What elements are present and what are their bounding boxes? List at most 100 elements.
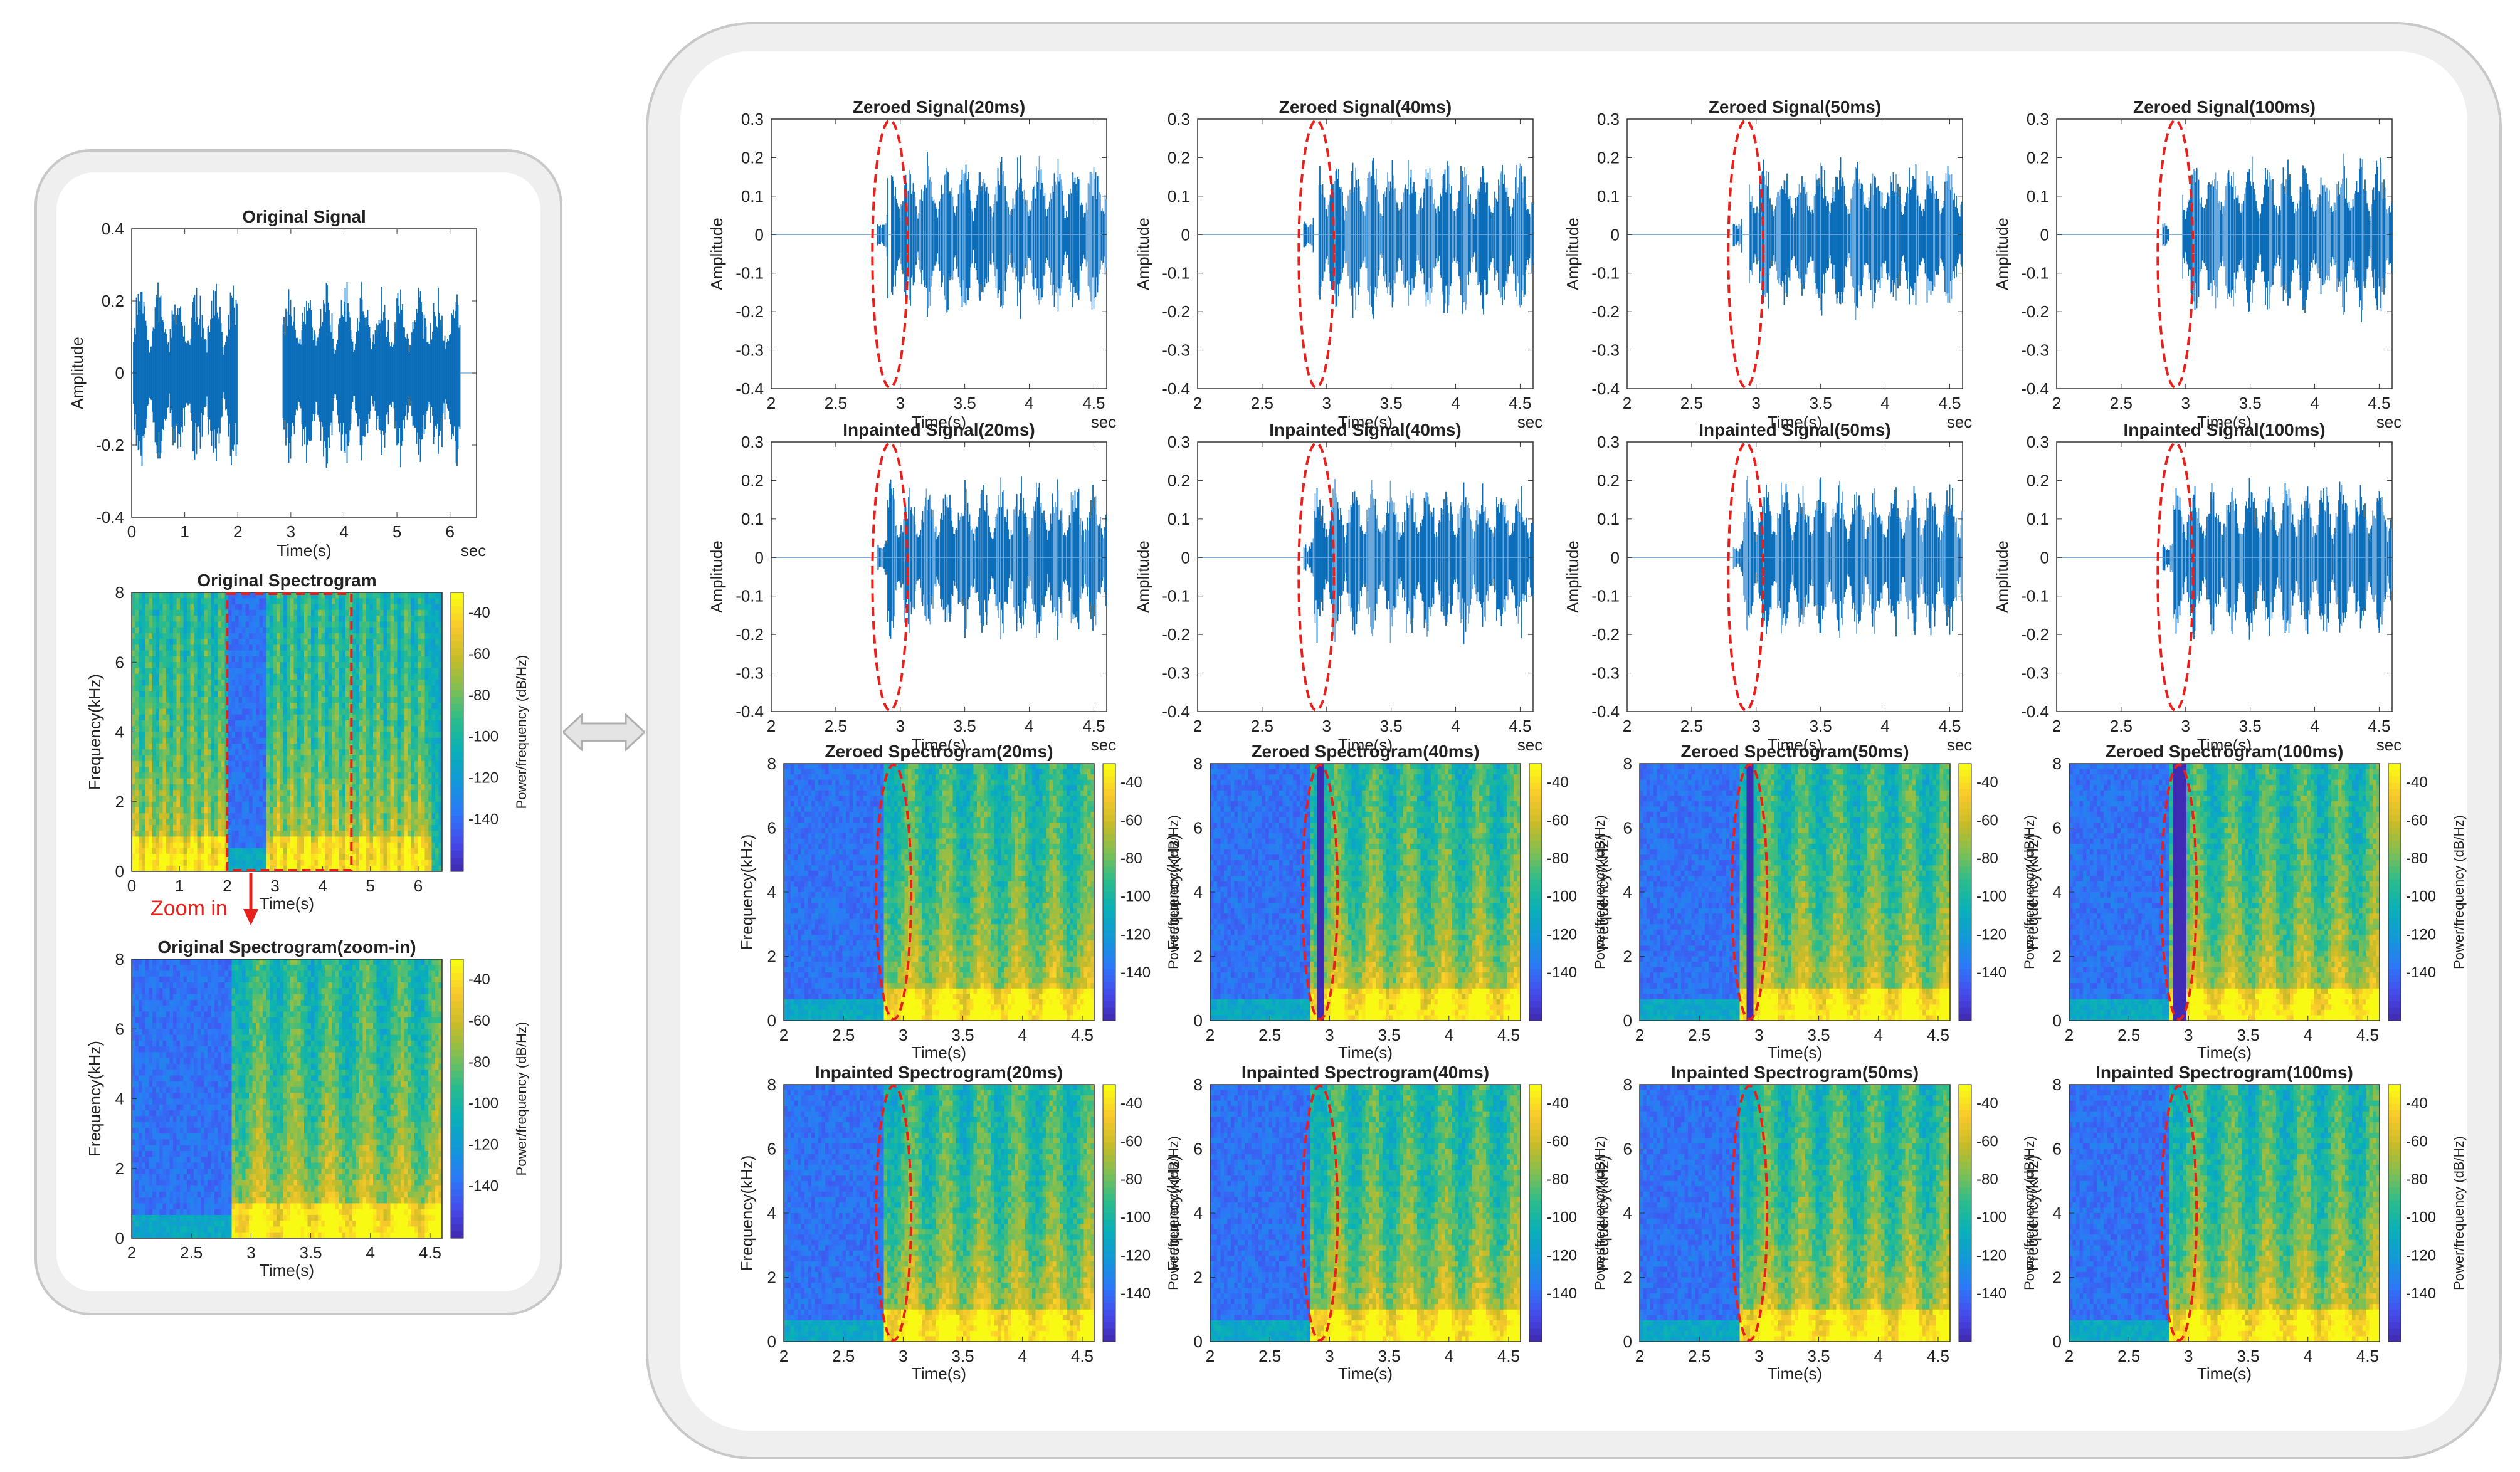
spectrogram-cell: [332, 668, 336, 675]
spectrogram-cell: [394, 865, 398, 872]
spectrogram-cell: [235, 836, 240, 843]
spectrogram-cell: [290, 854, 295, 861]
spectrogram-cell: [238, 621, 243, 628]
spectrogram-cell: [290, 860, 295, 866]
spectrogram-cell: [401, 697, 405, 703]
spectrogram-cell: [194, 842, 198, 849]
spectrogram-cell: [332, 854, 336, 861]
spectrogram-cell: [345, 842, 350, 849]
spectrogram-cell: [366, 755, 371, 762]
spectrogram-cell: [314, 621, 319, 628]
spectrogram-cell: [273, 819, 277, 826]
spectrogram-cell: [362, 755, 367, 762]
spectrogram-cell: [431, 778, 436, 785]
spectrogram-cell: [394, 807, 398, 814]
spectrogram-cell: [252, 697, 256, 703]
spectrogram-cell: [359, 801, 364, 808]
spectrogram-cell: [173, 621, 177, 628]
spectrogram-cell: [376, 784, 381, 791]
spectrogram-cell: [169, 680, 174, 686]
spectrogram-cell: [166, 778, 171, 785]
spectrogram-cell: [356, 790, 360, 797]
spectrogram-cell: [259, 691, 263, 698]
spectrogram-cell: [283, 656, 288, 663]
spectrogram-cell: [332, 796, 336, 802]
spectrogram-cell: [328, 691, 332, 698]
spectrogram-cell: [373, 796, 377, 802]
spectrogram-cell: [256, 639, 260, 646]
spectrogram-cell: [142, 749, 146, 756]
spectrogram-cell: [404, 767, 408, 773]
spectrogram-cell: [162, 627, 167, 634]
spectrogram-cell: [438, 697, 443, 703]
spectrogram-cell: [197, 656, 201, 663]
spectrogram-cell: [132, 708, 136, 715]
spectrogram-cell: [297, 680, 302, 686]
spectrogram-cell: [424, 644, 429, 651]
spectrogram-cell: [159, 790, 164, 797]
spectrogram-cell: [132, 1122, 136, 1128]
spectrogram-cell: [359, 685, 364, 692]
spectrogram-cell: [139, 1133, 143, 1140]
y-tick-label: -0.4: [96, 508, 124, 527]
spectrogram-cell: [256, 691, 260, 698]
spectrogram-cell: [280, 609, 284, 616]
spectrogram-cell: [401, 744, 405, 750]
spectrogram-cell: [221, 784, 226, 791]
spectrogram-cell: [156, 662, 160, 669]
spectrogram-cell: [166, 656, 171, 663]
spectrogram-cell: [266, 836, 270, 843]
spectrogram-cell: [404, 824, 408, 831]
spectrogram-cell: [142, 1116, 146, 1123]
spectrogram-cell: [321, 854, 325, 861]
spectrogram-cell: [290, 865, 295, 872]
spectrogram-cell: [238, 639, 243, 646]
spectrogram-cell: [335, 708, 339, 715]
spectrogram-cell: [211, 813, 215, 820]
spectrogram-cell: [345, 778, 350, 785]
spectrogram-cell: [176, 784, 181, 791]
spectrogram-cell: [142, 994, 146, 1001]
spectrogram-cell: [132, 982, 136, 989]
spectrogram-cell: [376, 813, 381, 820]
spectrogram-cell: [408, 796, 412, 802]
spectrogram-cell: [311, 813, 315, 820]
spectrogram-cell: [418, 772, 422, 779]
spectrogram-cell: [159, 604, 164, 611]
spectrogram-cell: [304, 819, 308, 826]
spectrogram-cell: [166, 639, 171, 646]
spectrogram-cell: [194, 801, 198, 808]
spectrogram-cell: [435, 644, 440, 651]
spectrogram-cell: [263, 673, 267, 680]
spectrogram-cell: [424, 616, 429, 622]
spectrogram-cell: [169, 616, 174, 622]
spectrogram-cell: [362, 621, 367, 628]
spectrogram-cell: [197, 854, 201, 861]
spectrogram-cell: [373, 831, 377, 837]
spectrogram-cell: [224, 842, 229, 849]
spectrogram-cell: [401, 673, 405, 680]
spectrogram-cell: [414, 691, 419, 698]
spectrogram-cell: [256, 644, 260, 651]
spectrogram-cell: [235, 819, 240, 826]
spectrogram-cell: [245, 744, 250, 750]
spectrogram-cell: [345, 720, 350, 727]
spectrogram-cell: [362, 865, 367, 872]
spectrogram-cell: [242, 831, 246, 837]
spectrogram-cell: [435, 807, 440, 814]
spectrogram-cell: [135, 836, 139, 843]
spectrogram-cell: [383, 767, 387, 773]
spectrogram-cell: [139, 1214, 143, 1221]
spectrogram-cell: [428, 767, 433, 773]
spectrogram-cell: [404, 760, 408, 767]
spectrogram-cell: [145, 1011, 150, 1018]
spectrogram-cell: [145, 836, 150, 843]
spectrogram-cell: [132, 650, 136, 657]
spectrogram-cell: [431, 744, 436, 750]
spectrogram-cell: [293, 633, 298, 639]
spectrogram-cell: [342, 633, 346, 639]
spectrogram-cell: [380, 831, 384, 837]
spectrogram-cell: [297, 656, 302, 663]
spectrogram-cell: [318, 673, 322, 680]
spectrogram-cell: [408, 604, 412, 611]
